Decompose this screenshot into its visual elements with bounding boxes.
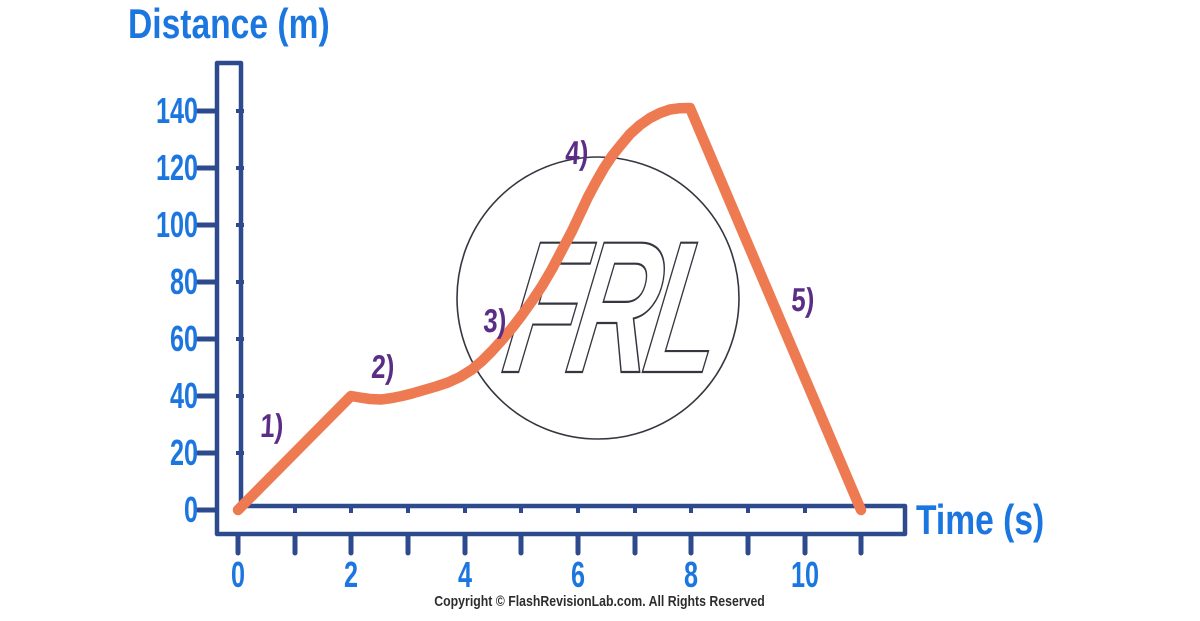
y-tick-label-100: 100	[155, 204, 198, 245]
y-tick-label-140: 140	[155, 90, 198, 131]
x-tick-label-6: 6	[570, 554, 586, 595]
segment-label-1: 1)	[259, 407, 285, 444]
y-axis-title: Distance (m)	[128, 0, 330, 47]
distance-curve	[232, 102, 867, 516]
copyright-footer: Copyright © FlashRevisionLab.com. All Ri…	[0, 593, 1200, 611]
y-tick-label-20: 20	[169, 432, 198, 473]
copyright-text: Copyright © FlashRevisionLab.com. All Ri…	[434, 593, 766, 610]
y-tick-label-40: 40	[169, 375, 198, 416]
x-tick-label-2: 2	[343, 554, 359, 595]
segment-label-5: 5)	[790, 281, 816, 318]
axis-bar	[214, 60, 908, 537]
x-axis-ticks	[235, 532, 864, 556]
y-tick-label-80: 80	[169, 261, 198, 302]
x-tick-label-10: 10	[790, 554, 820, 595]
y-axis-inner-notches	[236, 109, 244, 455]
y-axis-ticks	[195, 108, 219, 513]
x-tick-label-0: 0	[230, 554, 246, 595]
watermark: FRL	[456, 156, 740, 440]
x-tick-label-8: 8	[683, 554, 699, 595]
y-tick-label-120: 120	[155, 147, 198, 188]
x-axis-inner-notches	[293, 505, 807, 513]
segment-label-3: 3)	[482, 302, 508, 339]
x-tick-label-4: 4	[457, 554, 473, 595]
segment-label-4: 4)	[564, 134, 590, 171]
y-tick-label-60: 60	[169, 318, 198, 359]
watermark-circle	[456, 156, 740, 440]
segment-label-2: 2)	[370, 348, 396, 385]
y-tick-label-0: 0	[183, 489, 198, 530]
x-axis-title: Time (s)	[916, 496, 1045, 543]
